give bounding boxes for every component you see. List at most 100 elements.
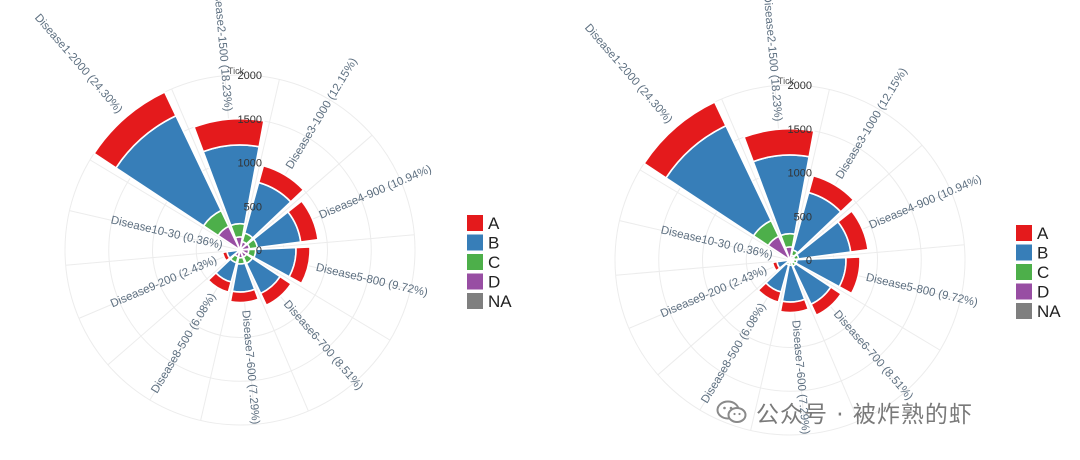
- grid-spoke: [721, 98, 791, 261]
- legend-swatch-a: [1016, 225, 1032, 241]
- radial-axis: Tick 0 500 1000 1500 2000: [228, 66, 262, 257]
- grid-spoke: [239, 249, 309, 412]
- legend-label: D: [488, 273, 500, 292]
- category-label: Disease8-500 (6.08%): [699, 301, 768, 405]
- grid-spoke: [657, 259, 791, 376]
- grid-ring: [64, 74, 416, 426]
- grid-spoke: [107, 249, 241, 366]
- bar-segment-a-1: [642, 100, 728, 180]
- grid-spoke: [789, 244, 965, 261]
- grid-spoke: [239, 134, 373, 251]
- grid-spoke: [239, 79, 280, 251]
- category-label: Disease4-900 (10.94%): [318, 163, 434, 221]
- bars: [92, 90, 319, 307]
- bar-segment-b-10: [236, 247, 243, 251]
- grid-spoke: [89, 159, 241, 251]
- tick-label: 1500: [238, 114, 262, 126]
- grid-spoke: [619, 220, 791, 261]
- tick-label: 2000: [788, 80, 812, 92]
- legend-label: NA: [1037, 302, 1061, 321]
- legend-label: C: [1037, 263, 1049, 282]
- bar-segment-a-8: [207, 271, 233, 294]
- category-label: Disease7-600 (7.29%): [239, 310, 261, 425]
- tick-label: 0: [806, 255, 812, 267]
- legend-swatch-d: [467, 273, 483, 290]
- grid-spoke: [628, 259, 791, 329]
- bars: [642, 100, 869, 317]
- legend-swatch-a: [467, 215, 483, 231]
- grid-spoke: [789, 259, 941, 351]
- category-label: Disease2-1500 (18.23%): [211, 0, 234, 112]
- category-label: Disease1-2000 (24.30%): [32, 12, 125, 116]
- axis-title: Tick: [228, 66, 245, 76]
- axis-title: Tick: [778, 76, 795, 86]
- category-label: Disease3-1000 (12.15%): [834, 66, 910, 181]
- category-label: Disease3-1000 (12.15%): [284, 56, 360, 171]
- bar-segment-a-3: [807, 174, 855, 213]
- category-label: Disease1-2000 (24.30%): [582, 22, 675, 126]
- category-label: Disease4-900 (10.94%): [868, 173, 984, 231]
- bar-segment-a-7: [229, 288, 260, 304]
- grid-spoke: [750, 259, 791, 431]
- bar-segment-a-7: [779, 298, 810, 314]
- grid-spoke: [789, 144, 923, 261]
- legend-swatch-b: [1016, 244, 1032, 261]
- legend-swatch-na: [467, 293, 483, 309]
- legend-label: D: [1037, 283, 1049, 302]
- bar-segment-a-9: [771, 260, 781, 273]
- polar-chart-2: Tick 0 500 1000 1500 2000 Disease1-2000 (24.30…: [582, 0, 1061, 436]
- grid-spoke: [200, 249, 241, 421]
- bar-segment-a-3: [257, 164, 305, 203]
- category-label: Disease2-1500 (18.23%): [761, 0, 784, 122]
- bar-segment-a-5: [288, 246, 311, 285]
- bar-segment-a-4: [836, 209, 869, 253]
- bar-segment-a-6: [259, 275, 293, 307]
- tick-label: 500: [794, 211, 812, 223]
- bar-segment-a-9: [221, 250, 231, 263]
- grid-spoke: [78, 249, 241, 319]
- grid-spoke: [789, 259, 859, 422]
- tick-label: 1000: [238, 158, 262, 170]
- legend-label: A: [1037, 224, 1049, 243]
- bar-segment-a-8: [757, 281, 783, 304]
- grid-spoke: [789, 89, 830, 261]
- bar-segment-a-5: [838, 256, 861, 295]
- wechat-icon: [716, 400, 747, 423]
- legend-label: NA: [488, 292, 512, 311]
- bar-segment-b-10: [786, 257, 793, 261]
- watermark-text: 公众号 · 被炸熟的虾: [756, 402, 973, 428]
- grid-spoke: [239, 249, 391, 341]
- category-label: Disease8-500 (6.08%): [149, 291, 218, 395]
- grid-spoke: [65, 249, 241, 266]
- watermark: 公众号 · 被炸熟的虾: [716, 392, 973, 432]
- legend-label: B: [488, 234, 499, 253]
- grid-spoke: [615, 259, 791, 276]
- polar-chart-1: Tick 0 500 1000 1500 2000 Disease1-2000 (24.30…: [32, 0, 512, 426]
- grid-spoke: [171, 88, 241, 251]
- tick-label: 500: [244, 201, 262, 213]
- category-label: Disease6-700 (8.51%): [831, 308, 915, 402]
- legend-label: A: [488, 214, 500, 233]
- bar-segment-a-1: [92, 90, 178, 170]
- legend-swatch-c: [467, 254, 483, 270]
- tick-label: 2000: [238, 70, 262, 82]
- bar-segment-a-4: [286, 199, 319, 243]
- tick-label: 0: [256, 245, 262, 257]
- legend-label: C: [488, 253, 500, 272]
- legend-swatch-c: [1016, 264, 1032, 280]
- bar-segment-a-2: [743, 127, 815, 163]
- tick-label: 1000: [788, 168, 812, 180]
- grid-spoke: [639, 169, 791, 261]
- radial-axis: Tick 0 500 1000 1500 2000: [778, 76, 812, 267]
- grid-spoke: [239, 234, 415, 251]
- legend-label: B: [1037, 244, 1048, 263]
- grid-ring: [614, 84, 966, 436]
- legend-swatch-na: [1016, 303, 1032, 319]
- legend-swatch-b: [467, 234, 483, 251]
- bar-segment-a-6: [810, 285, 843, 317]
- legend-swatch-d: [1016, 283, 1032, 300]
- grid-spoke: [69, 210, 241, 251]
